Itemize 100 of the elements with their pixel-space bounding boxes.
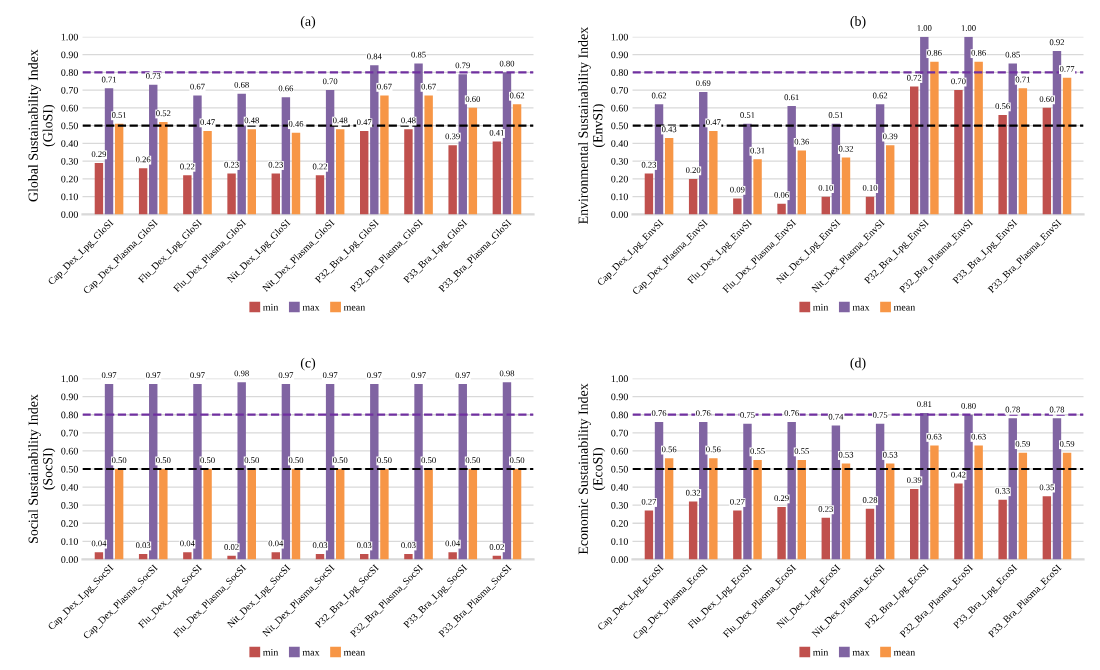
bar <box>325 383 335 560</box>
bar <box>998 114 1007 215</box>
bar <box>777 506 786 560</box>
bar <box>291 132 301 215</box>
bar <box>753 159 762 215</box>
bar <box>325 90 335 215</box>
bar <box>94 162 104 215</box>
bar <box>502 72 512 215</box>
bar <box>688 178 698 215</box>
bar <box>502 382 512 560</box>
bar <box>380 95 389 215</box>
bar <box>183 552 192 560</box>
bar <box>114 123 124 215</box>
bar <box>183 175 192 215</box>
bar <box>797 150 806 215</box>
bar <box>974 445 983 560</box>
bar <box>743 423 752 560</box>
bar <box>448 145 457 215</box>
bar <box>1042 107 1052 215</box>
bar <box>138 168 148 215</box>
bar <box>974 61 983 215</box>
bar <box>149 84 158 215</box>
bar <box>159 122 168 215</box>
bar <box>336 469 345 560</box>
bar <box>688 501 698 560</box>
bar <box>910 488 919 560</box>
bar <box>787 421 796 560</box>
bar <box>886 145 895 215</box>
bar <box>424 469 433 560</box>
bar <box>370 65 379 215</box>
bar <box>841 463 851 560</box>
bar <box>644 510 654 560</box>
bar <box>247 129 256 215</box>
bar <box>458 74 467 215</box>
bar <box>654 104 664 215</box>
bar <box>1018 452 1028 560</box>
bar <box>114 469 124 560</box>
bar <box>203 130 212 215</box>
bar <box>743 123 752 215</box>
bar <box>227 173 236 215</box>
bar <box>237 93 246 215</box>
bar <box>404 554 413 560</box>
bar <box>664 138 674 215</box>
bar <box>1052 51 1062 215</box>
bar <box>964 414 973 560</box>
bar <box>237 382 246 560</box>
bar <box>875 423 885 560</box>
bar <box>733 198 742 215</box>
bar <box>492 141 502 215</box>
bar <box>360 130 369 215</box>
bar <box>875 104 885 215</box>
bar <box>865 508 875 560</box>
bar <box>291 469 301 560</box>
bar <box>271 552 280 560</box>
bar <box>644 173 654 215</box>
bar <box>865 196 875 215</box>
bar <box>380 469 389 560</box>
bar <box>1062 77 1072 215</box>
bar <box>709 130 718 215</box>
bar <box>193 95 202 215</box>
bar <box>104 88 114 215</box>
bar <box>271 173 280 215</box>
bar <box>733 510 742 560</box>
bar <box>930 61 939 215</box>
bar <box>753 459 762 560</box>
bar <box>336 129 345 215</box>
bar <box>1052 418 1062 560</box>
bar <box>841 157 851 215</box>
bar <box>777 203 786 215</box>
bar <box>797 459 806 560</box>
bar <box>458 383 467 560</box>
bar <box>998 499 1007 560</box>
bar <box>193 383 202 560</box>
bar <box>920 36 929 215</box>
bar <box>699 91 708 215</box>
bar <box>654 421 664 560</box>
bar <box>831 425 841 560</box>
bar <box>920 412 929 560</box>
bar <box>94 552 104 560</box>
bar <box>954 483 963 560</box>
bar <box>149 383 158 560</box>
bar <box>414 63 423 215</box>
bar <box>964 36 973 215</box>
bar <box>664 458 674 560</box>
bar <box>1018 88 1028 215</box>
bar <box>159 469 168 560</box>
bar <box>414 383 423 560</box>
bar <box>886 463 895 560</box>
bar <box>821 196 830 215</box>
bar <box>910 86 919 215</box>
bar <box>1062 452 1072 560</box>
bar <box>468 107 478 215</box>
bar <box>315 175 325 215</box>
bar <box>1042 496 1052 560</box>
bar <box>404 129 413 215</box>
bar <box>281 383 291 560</box>
bar <box>370 383 379 560</box>
bar <box>930 445 939 560</box>
bar <box>512 469 522 560</box>
bar <box>709 458 718 560</box>
